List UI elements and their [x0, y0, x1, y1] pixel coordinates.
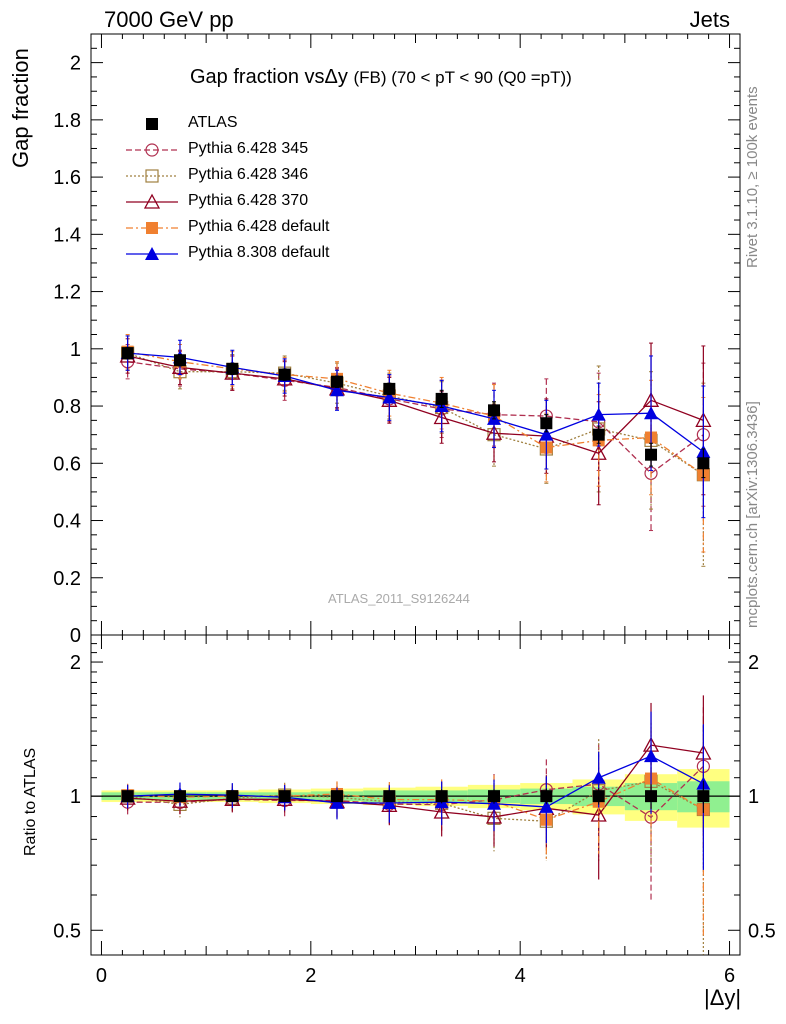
point-pythia-8-308-default [644, 406, 659, 420]
ratio-point-atlas [592, 790, 605, 803]
main-y-tick-label: 0 [70, 625, 81, 647]
ratio-y-tick-label-left: 1 [70, 786, 81, 808]
legend-marker-pythia-6-428-370 [143, 193, 161, 209]
point-atlas [645, 448, 658, 461]
x-tick-label: 4 [515, 965, 526, 987]
ratio-point-atlas [540, 790, 553, 803]
point-pythia-8-308-default [539, 427, 554, 441]
chart-title-main: Gap fraction vsΔy [190, 66, 348, 88]
point-pythia-8-308-default [591, 407, 606, 421]
ratio-point-atlas [697, 790, 710, 803]
legend-label-atlas: ATLAS [188, 114, 238, 131]
point-atlas [383, 382, 396, 395]
legend-marker-pythia-6-428-346 [145, 169, 159, 183]
main-y-tick-label: 0.6 [53, 453, 81, 475]
ratio-point-pythia-8-308-default [539, 799, 554, 813]
ratio-y-tick-label-right: 2 [748, 652, 759, 674]
x-tick-label: 0 [96, 965, 107, 987]
point-atlas [278, 368, 291, 381]
main-y-tick-label: 1.2 [53, 282, 81, 304]
analysis-id: ATLAS_2011_S9126244 [328, 591, 470, 606]
main-y-tick-label: 1.4 [53, 224, 81, 246]
ratio-line-pythia-8-308-default [127, 755, 704, 808]
mcplots-label: mcplots.cern.ch [arXiv:1306.3436] [744, 401, 761, 628]
legend-label-pythia-6-428-346: Pythia 6.428 346 [188, 166, 309, 183]
ratio-point-atlas [645, 790, 658, 803]
ratio-line-pythia-6-428-370 [127, 744, 704, 818]
point-atlas [435, 392, 448, 405]
point-pythia-8-308-default [329, 383, 344, 397]
ratio-point-atlas [173, 790, 186, 803]
legend-label-pythia-6-428-370: Pythia 6.428 370 [188, 192, 309, 209]
x-tick-label: 2 [305, 965, 316, 987]
ratio-point-atlas [278, 790, 291, 803]
point-pythia-8-308-default [382, 390, 397, 404]
ratio-line-pythia-6-428-default [127, 777, 704, 821]
ratio-point-atlas [435, 790, 448, 803]
y-axis-label-main: Gap fraction [8, 48, 33, 168]
ratio-y-tick-label-left: 0.5 [53, 920, 81, 942]
legend-label-pythia-6-428-345: Pythia 6.428 345 [188, 140, 309, 157]
point-atlas [592, 428, 605, 441]
chart-title: Gap fraction vsΔy (FB) (70 < pT < 90 (Q0… [190, 66, 572, 89]
beam-label: 7000 GeV pp [104, 7, 234, 32]
ratio-point-pythia-8-308-default [591, 770, 606, 784]
point-atlas [173, 354, 186, 367]
x-tick-label: 6 [724, 965, 735, 987]
rivet-label: Rivet 3.1.10, ≥ 100k events [744, 86, 761, 268]
point-atlas [488, 404, 501, 417]
series-line-pythia-6-428-default [127, 351, 704, 476]
ratio-point-atlas [330, 790, 343, 803]
main-y-tick-label: 1.6 [53, 167, 81, 189]
legend-marker-atlas [146, 118, 158, 130]
ratio-y-tick-label-right: 1 [748, 786, 759, 808]
ratio-point-atlas [226, 790, 239, 803]
x-axis-label: |Δy| [704, 985, 742, 1010]
series-line-pythia-6-428-345 [127, 361, 704, 475]
legend-marker-pythia-6-428-default [146, 222, 158, 234]
ratio-point-pythia-8-308-default [644, 749, 659, 763]
point-atlas [330, 375, 343, 388]
main-y-tick-label: 0.2 [53, 568, 81, 590]
series-line-pythia-6-428-370 [127, 355, 704, 455]
legend-label-pythia-6-428-default: Pythia 6.428 default [188, 218, 330, 235]
point-atlas [540, 417, 553, 430]
ratio-point-atlas [383, 790, 396, 803]
chart-title-detail: (FB) (70 < pT < 90 (Q0 =pT)) [353, 68, 572, 87]
main-y-tick-label: 0.4 [53, 511, 81, 533]
ratio-y-tick-label-left: 2 [70, 652, 81, 674]
ratio-point-atlas [121, 790, 134, 803]
process-label: Jets [689, 7, 730, 32]
y-axis-label-ratio: Ratio to ATLAS [22, 747, 39, 856]
legend-marker-pythia-6-428-345 [145, 143, 159, 157]
ratio-y-tick-label-right: 0.5 [748, 920, 776, 942]
ratio-point-pythia-8-308-default [329, 795, 344, 809]
ratio-point-pythia-8-308-default [382, 796, 397, 810]
main-y-tick-label: 1 [70, 339, 81, 361]
main-y-tick-label: 2 [70, 53, 81, 75]
main-y-tick-label: 1.8 [53, 110, 81, 132]
point-atlas [121, 347, 134, 360]
point-atlas [697, 457, 710, 470]
point-atlas [226, 362, 239, 375]
legend-label-pythia-8-308-default: Pythia 8.308 default [188, 244, 330, 261]
ratio-point-atlas [488, 790, 501, 803]
main-y-tick-label: 0.8 [53, 396, 81, 418]
legend-marker-pythia-8-308-default [145, 247, 159, 260]
series-line-pythia-8-308-default [127, 352, 704, 453]
ratio-line-pythia-6-428-345 [127, 765, 704, 819]
